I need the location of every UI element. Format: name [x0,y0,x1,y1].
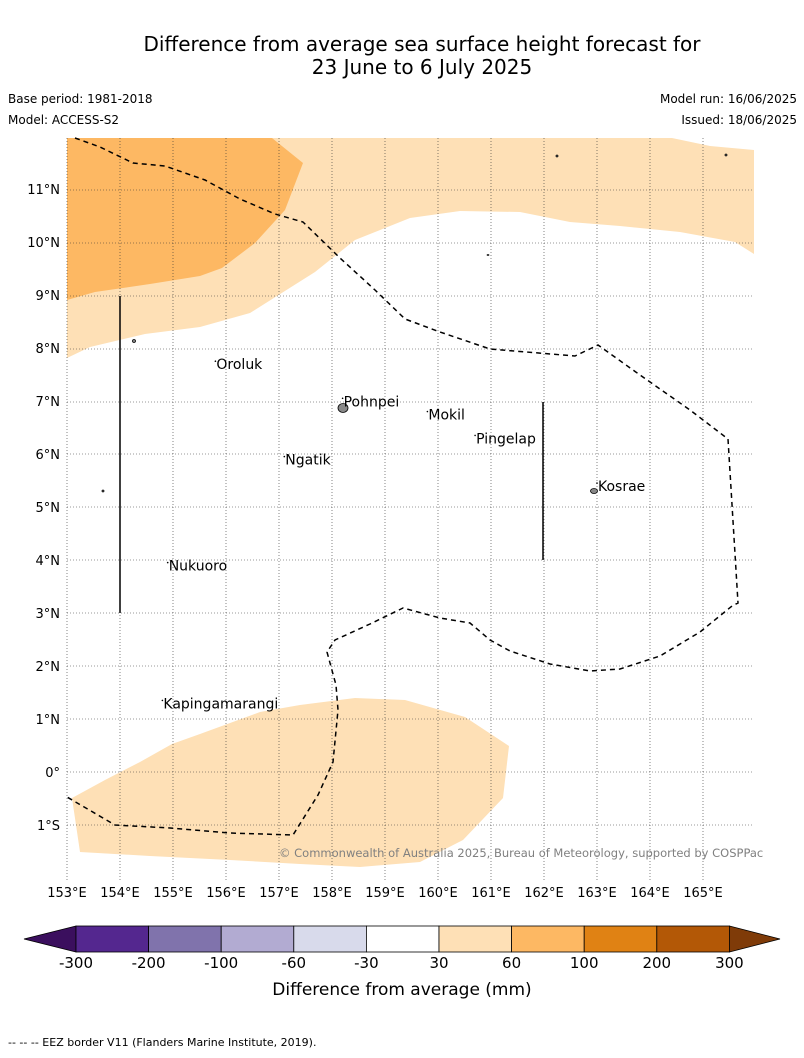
colorbar-tick-label: 60 [502,954,521,972]
lon-label: 161°E [471,886,511,901]
island-misc-2 [101,489,105,493]
lat-label: 1°N [36,713,61,728]
lat-label: 8°N [36,342,61,357]
lon-label: 153°E [47,886,87,901]
lat-label: 3°N [36,607,61,622]
colorbar-tick-label: -30 [354,954,379,972]
place-labels: Oroluk Pohnpei Mokil Pingelap Ngatik Kosrae Nu… [161,357,645,712]
colorbar-tick-label: -200 [132,954,166,972]
colorbar-label: Difference from average (mm) [272,980,531,1000]
issued-date: Issued: 18/06/2025 [681,113,797,127]
island-misc-5 [486,254,490,256]
lat-label: 10°N [27,236,60,251]
colorbar-segment [148,925,222,953]
place-label: Pingelap [476,431,536,447]
place-label: Oroluk [216,357,263,373]
lat-label: 5°N [36,501,61,516]
copyright-text: © Commonwealth of Australia 2025, Bureau… [279,846,763,860]
place-label: Mokil [428,408,465,424]
lon-label: 164°E [630,886,670,901]
map-panel: Oroluk Pohnpei Mokil Pingelap Ngatik Kosrae Nu… [66,137,763,880]
lon-label: 162°E [524,886,564,901]
colorbar-segment [365,925,440,953]
colorbar-segment [220,925,295,953]
lon-label: 158°E [312,886,352,901]
island-kosrae [590,488,598,494]
colorbar-tick-label: 30 [429,954,448,972]
colorbar-segment [511,925,585,953]
title-line-2: 23 June to 6 July 2025 [311,55,533,79]
lon-label: 165°E [683,886,723,901]
lat-label: 2°N [36,660,61,675]
longitude-labels: 153°E 154°E 155°E 156°E 157°E 158°E 159°E 160°E… [47,886,723,901]
island-misc-4 [724,153,728,157]
colorbar-arrow-low [23,925,77,953]
colorbar-tick-label: 100 [570,954,599,972]
base-period: Base period: 1981-2018 [8,92,153,106]
colorbar-segment [293,925,367,953]
colorbar-segment [583,925,658,953]
lon-label: 155°E [153,886,193,901]
lat-label: 9°N [36,289,61,304]
eez-legend-note: -- -- -- EEZ border V11 (Flanders Marine… [8,1036,317,1049]
place-marker [596,482,598,484]
colorbar-segment [75,925,149,953]
model-name: Model: ACCESS-S2 [8,113,120,127]
place-marker [166,561,169,564]
place-marker [214,360,217,363]
colorbar-arrow-high [729,925,781,953]
place-marker [161,699,164,702]
place-label: Nukuoro [169,559,227,575]
lat-label: 6°N [36,448,61,463]
island-misc-1 [132,339,136,343]
place-marker [341,397,344,400]
lon-label: 154°E [100,886,140,901]
lon-label: 163°E [577,886,617,901]
place-label: Kapingamarangi [163,696,278,712]
lat-label: 11°N [27,183,60,198]
lat-label: 4°N [36,554,61,569]
latitude-labels: 11°N 10°N 9°N 8°N 7°N 6°N 5°N 4°N 3°N 2°N 1°N 0° 1°S [27,183,60,834]
colorbar-tick-label: -60 [282,954,307,972]
place-label: Kosrae [598,479,645,495]
colorbar-tick-label: 200 [642,954,671,972]
lon-label: 157°E [259,886,299,901]
colorbar-segment [438,925,512,953]
colorbar-tick-label: -300 [59,954,93,972]
place-label: Ngatik [285,453,331,469]
lon-label: 160°E [418,886,458,901]
place-marker [283,455,286,458]
model-run: Model run: 16/06/2025 [659,92,797,106]
graticule [66,138,754,880]
lon-label: 156°E [206,886,246,901]
title-line-1: Difference from average sea surface heig… [143,32,701,56]
place-label: Pohnpei [344,394,400,410]
colorbar-tick-label: 300 [715,954,744,972]
anomaly-region-60-100-north [67,138,303,300]
colorbar-tick-label: -100 [204,954,238,972]
lat-label: 0° [45,766,60,781]
eez-border [66,137,739,836]
place-marker [426,410,429,413]
lon-label: 159°E [365,886,405,901]
colorbar-segment [656,925,730,953]
island-misc-3 [555,154,559,158]
lat-label: 7°N [36,395,61,410]
islands [101,153,728,494]
place-marker [474,434,476,437]
island-pohnpei [337,403,349,413]
colorbar: -300 -200 -100 -60 -30 30 60 100 200 300 [23,925,781,972]
lat-label: 1°S [37,819,60,834]
